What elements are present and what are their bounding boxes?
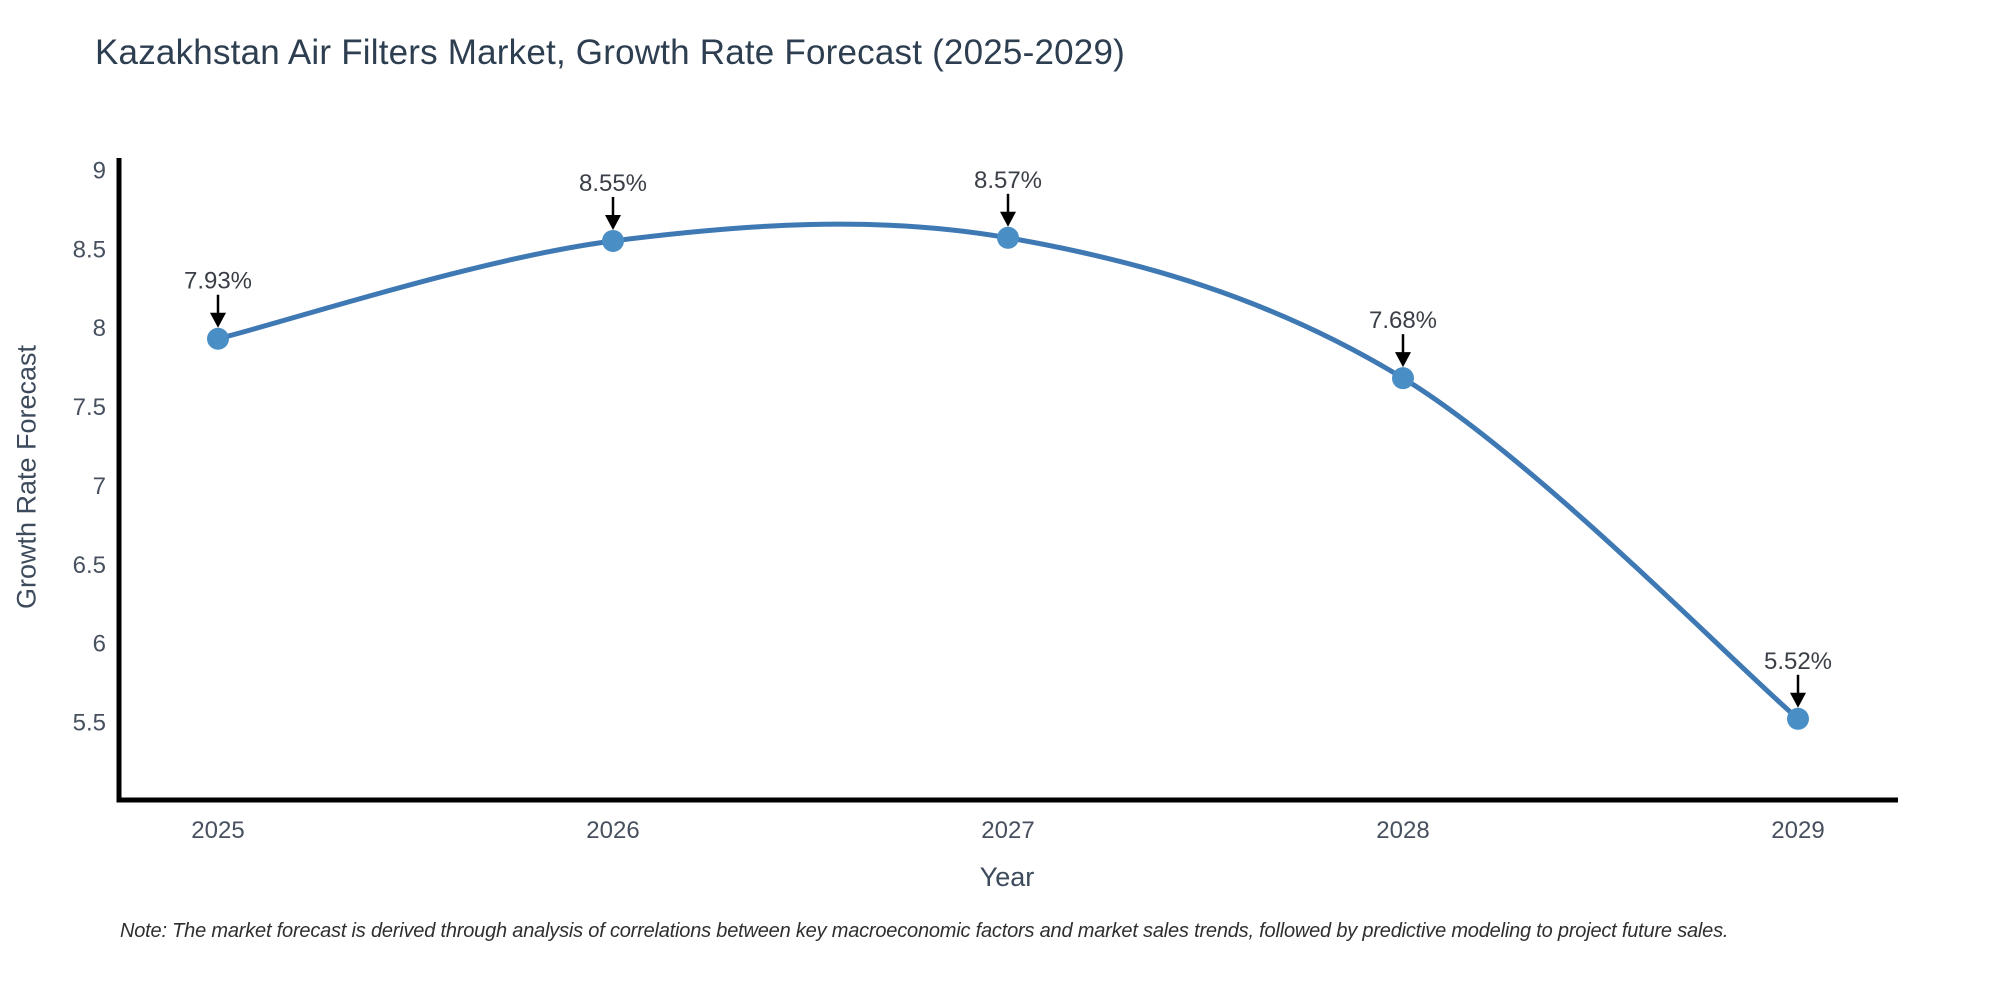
annotation-arrow-head (210, 312, 226, 328)
y-tick-label: 7 (93, 473, 106, 500)
point-annotation-label: 8.57% (974, 167, 1042, 194)
annotation-arrow-head (1000, 211, 1016, 227)
data-point (1787, 707, 1809, 730)
y-tick-label: 6 (93, 631, 106, 658)
y-tick-label: 6.5 (73, 552, 106, 579)
footnote: Note: The market forecast is derived thr… (120, 920, 1729, 942)
chart-title: Kazakhstan Air Filters Market, Growth Ra… (95, 33, 1125, 72)
y-tick-label: 8.5 (73, 236, 106, 263)
data-point (207, 327, 229, 350)
x-axis-title: Year (979, 862, 1035, 892)
y-tick-label: 8 (93, 315, 106, 342)
point-annotation-label: 7.68% (1369, 307, 1437, 334)
x-tick-label: 2025 (191, 817, 244, 844)
y-tick-label: 5.5 (73, 709, 106, 736)
y-tick-label: 9 (93, 158, 106, 185)
x-tick-label: 2027 (981, 817, 1034, 844)
x-tick-label: 2028 (1376, 817, 1429, 844)
point-annotation-label: 7.93% (184, 268, 252, 295)
point-annotation-label: 8.55% (579, 170, 647, 197)
annotation-arrow-head (1790, 692, 1806, 708)
trend-line (215, 221, 1801, 722)
y-tick-label: 7.5 (73, 394, 106, 421)
data-point (1392, 367, 1414, 390)
data-point (997, 226, 1019, 249)
x-tick-label: 2026 (586, 817, 639, 844)
point-annotation-label: 5.52% (1764, 648, 1832, 675)
annotation-arrow-head (605, 214, 621, 230)
data-point (602, 229, 624, 252)
annotation-arrow-head (1395, 352, 1411, 368)
x-tick-label: 2029 (1771, 817, 1824, 844)
